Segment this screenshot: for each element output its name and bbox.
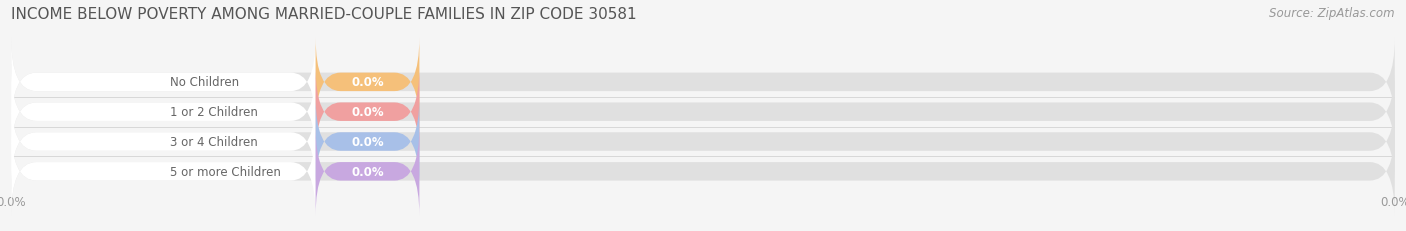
Text: Source: ZipAtlas.com: Source: ZipAtlas.com bbox=[1270, 7, 1395, 20]
FancyBboxPatch shape bbox=[11, 127, 315, 216]
Text: 3 or 4 Children: 3 or 4 Children bbox=[170, 135, 257, 148]
FancyBboxPatch shape bbox=[11, 127, 1395, 216]
FancyBboxPatch shape bbox=[315, 127, 419, 216]
Text: 0.0%: 0.0% bbox=[352, 76, 384, 89]
FancyBboxPatch shape bbox=[11, 38, 315, 127]
FancyBboxPatch shape bbox=[315, 68, 419, 156]
Text: 1 or 2 Children: 1 or 2 Children bbox=[170, 106, 257, 119]
FancyBboxPatch shape bbox=[11, 98, 1395, 186]
Text: No Children: No Children bbox=[170, 76, 239, 89]
FancyBboxPatch shape bbox=[11, 98, 315, 186]
FancyBboxPatch shape bbox=[11, 38, 1395, 127]
FancyBboxPatch shape bbox=[315, 38, 419, 127]
Text: 0.0%: 0.0% bbox=[352, 165, 384, 178]
Text: 0.0%: 0.0% bbox=[352, 106, 384, 119]
Text: INCOME BELOW POVERTY AMONG MARRIED-COUPLE FAMILIES IN ZIP CODE 30581: INCOME BELOW POVERTY AMONG MARRIED-COUPL… bbox=[11, 7, 637, 22]
FancyBboxPatch shape bbox=[11, 68, 315, 156]
Text: 5 or more Children: 5 or more Children bbox=[170, 165, 280, 178]
FancyBboxPatch shape bbox=[315, 98, 419, 186]
Text: 0.0%: 0.0% bbox=[352, 135, 384, 148]
FancyBboxPatch shape bbox=[11, 68, 1395, 156]
